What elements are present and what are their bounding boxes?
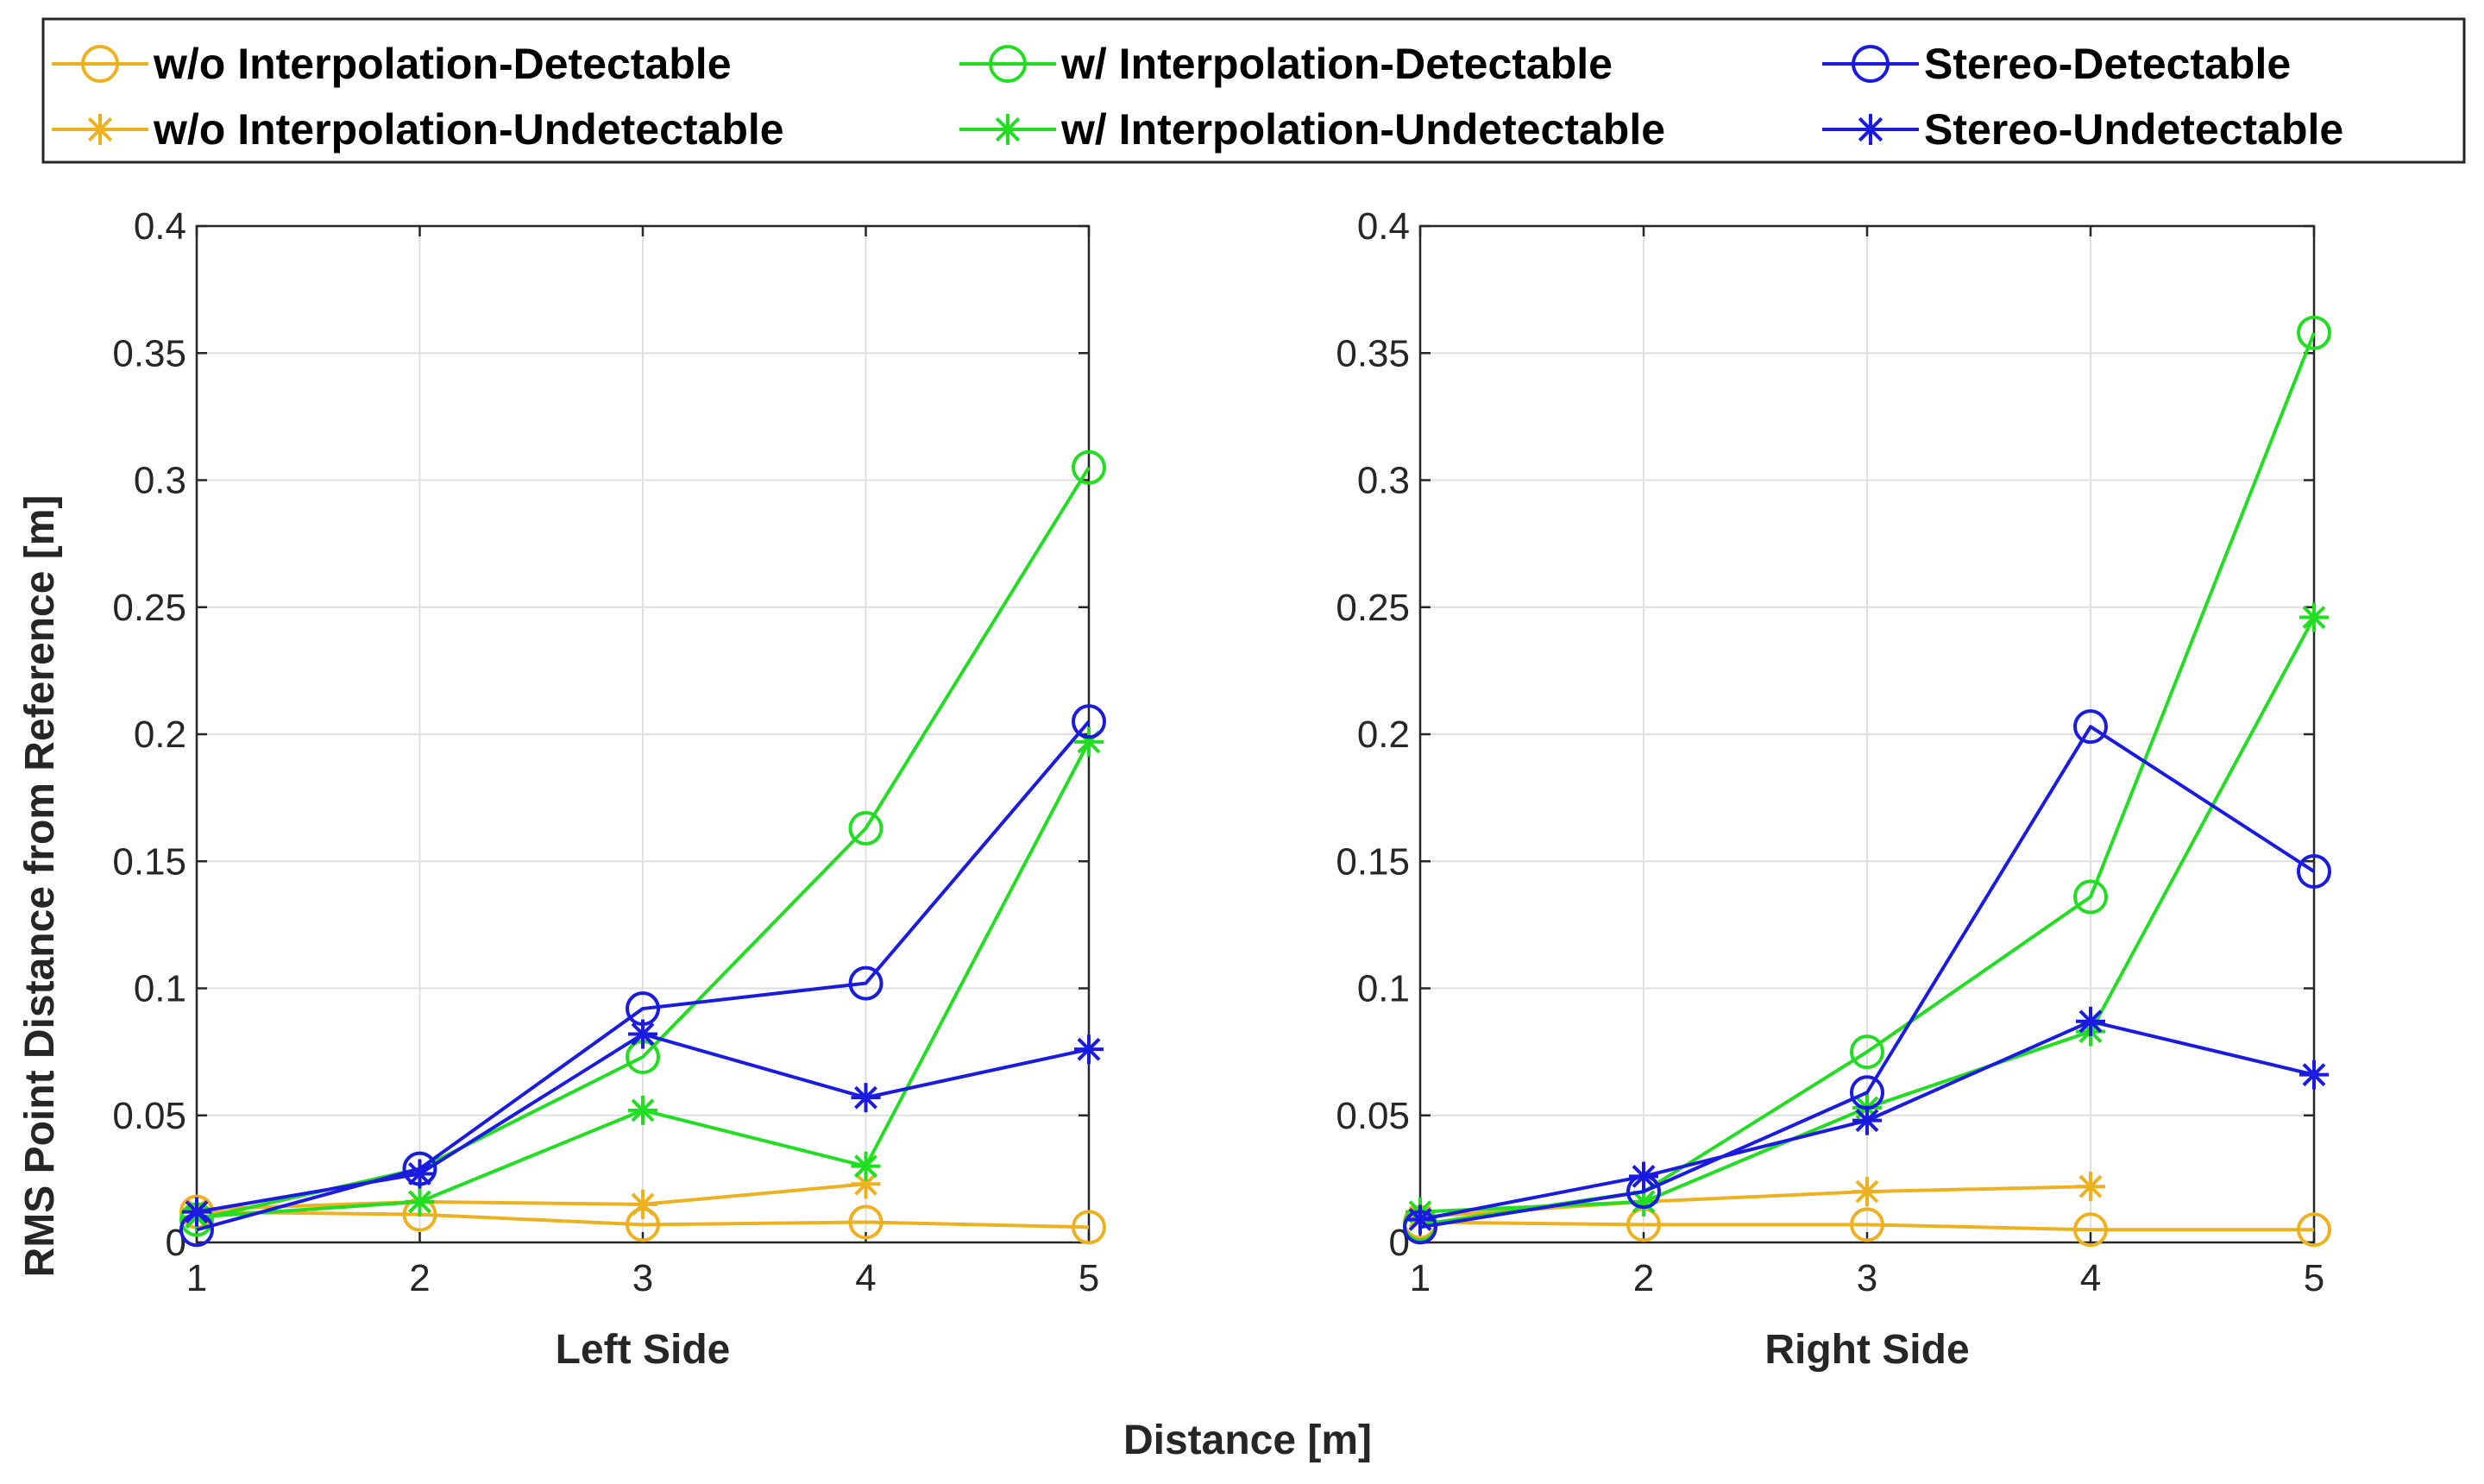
- legend-item: w/ Interpolation-Undetectable: [959, 105, 1665, 154]
- y-tick-label: 0.05: [112, 1095, 186, 1137]
- y-tick-label: 0.1: [134, 968, 186, 1010]
- data-point-circle: [2073, 709, 2108, 745]
- x-tick-label: 3: [632, 1257, 653, 1299]
- x-axis-label: Left Side: [556, 1327, 731, 1373]
- data-point-circle: [2297, 854, 2331, 890]
- x-tick-label: 4: [2080, 1257, 2101, 1299]
- legend-label: Stereo-Detectable: [1924, 40, 2291, 88]
- data-point-asterisk: [2076, 1172, 2105, 1202]
- series-line: [1419, 725, 2316, 1229]
- y-tick-label: 0.3: [1357, 460, 1410, 502]
- data-point-asterisk: [851, 1151, 881, 1181]
- legend-circle-marker: [81, 45, 119, 83]
- series-line: [1419, 1220, 2314, 1232]
- series-line: [196, 1210, 1090, 1229]
- y-axis-label: RMS Point Distance from Reference [m]: [17, 495, 63, 1278]
- legend-circle-marker: [1852, 45, 1890, 83]
- series-line: [196, 720, 1091, 1232]
- y-tick-label: 0.2: [1357, 714, 1410, 756]
- legend: w/o Interpolation-Detectable w/ Interpola…: [41, 17, 2466, 164]
- data-point-asterisk: [1406, 1204, 1435, 1235]
- series-stereo-detectable: [179, 704, 1106, 1248]
- x-tick-label: 1: [1410, 1257, 1431, 1299]
- data-point-asterisk: [628, 1095, 657, 1125]
- data-point-asterisk: [2299, 1060, 2329, 1090]
- x-tick-label: 5: [1078, 1257, 1099, 1299]
- data-point-circle: [2297, 1212, 2331, 1248]
- legend-item: Stereo-Undetectable: [1822, 105, 2343, 154]
- data-point-asterisk: [405, 1186, 435, 1217]
- data-point-asterisk: [182, 1197, 211, 1227]
- legend-circle-marker: [989, 45, 1027, 83]
- x-tick-label: 2: [1633, 1257, 1654, 1299]
- y-tick-label: 0.3: [134, 460, 186, 502]
- y-tick-label: 0.15: [112, 840, 186, 883]
- legend-box: [41, 17, 2466, 164]
- y-tick-label: 0.4: [1357, 205, 1410, 248]
- y-tick-label: 0.25: [1336, 587, 1410, 629]
- data-point-circle: [2073, 1212, 2108, 1248]
- x-tick-label: 1: [186, 1257, 207, 1299]
- data-point-circle: [1850, 1034, 1884, 1070]
- legend-item: w/o Interpolation-Detectable: [52, 40, 732, 88]
- data-point-circle: [1850, 1207, 1884, 1242]
- data-point-asterisk: [405, 1159, 435, 1189]
- x-tick-label: 3: [1857, 1257, 1877, 1299]
- y-tick-label: 0.35: [112, 332, 186, 374]
- data-point-circle: [848, 1204, 884, 1240]
- legend-item: Stereo-Detectable: [1822, 40, 2291, 88]
- data-point-asterisk: [628, 1019, 657, 1049]
- y-tick-label: 0.15: [1336, 840, 1410, 883]
- x-axis-shared-label: Distance [m]: [1123, 1418, 1372, 1463]
- data-point-asterisk: [1852, 1105, 1882, 1135]
- data-point-asterisk: [1852, 1177, 1882, 1207]
- data-point-asterisk: [2076, 1006, 2105, 1036]
- x-tick-label: 2: [409, 1257, 430, 1299]
- legend-asterisk-marker: [992, 114, 1023, 145]
- legend-label: w/o Interpolation-Undetectable: [153, 105, 784, 154]
- series-stereo-undetectable: [182, 1019, 1104, 1227]
- data-point-circle: [1072, 450, 1106, 485]
- data-point-circle: [848, 965, 884, 1001]
- data-point-asterisk: [1074, 1034, 1104, 1065]
- legend-label: Stereo-Undetectable: [1924, 105, 2343, 154]
- x-tick-label: 4: [855, 1257, 876, 1299]
- series-line: [196, 1182, 866, 1211]
- data-point-circle: [1072, 704, 1106, 739]
- data-point-asterisk: [851, 1083, 881, 1113]
- y-tick-label: 0.35: [1336, 332, 1410, 374]
- legend-label: w/ Interpolation-Undetectable: [1060, 105, 1665, 154]
- legend-label: w/ Interpolation-Detectable: [1060, 40, 1613, 88]
- data-point-circle: [2073, 879, 2108, 915]
- data-point-circle: [2297, 315, 2331, 350]
- y-tick-label: 0.25: [112, 587, 186, 629]
- legend-asterisk-marker: [85, 114, 116, 145]
- y-tick-label: 0.1: [1357, 968, 1410, 1010]
- x-axis-label: Right Side: [1764, 1327, 1969, 1373]
- y-tick-label: 0.2: [134, 714, 186, 756]
- legend-asterisk-marker: [1855, 114, 1886, 145]
- x-tick-label: 5: [2304, 1257, 2324, 1299]
- y-tick-label: 0.05: [1336, 1095, 1410, 1137]
- legend-item: w/o Interpolation-Undetectable: [52, 105, 784, 154]
- legend-label: w/o Interpolation-Detectable: [153, 40, 732, 88]
- data-point-asterisk: [1629, 1161, 1658, 1192]
- data-point-circle: [848, 810, 884, 846]
- data-point-circle: [1072, 1210, 1106, 1245]
- axes-right-side: 1 2 3 4 500.050.10.150.20.250.30.350.4Right …: [1336, 205, 2331, 1373]
- y-tick-label: 0.4: [134, 205, 186, 248]
- legend-item: w/ Interpolation-Detectable: [959, 40, 1613, 88]
- data-point-asterisk: [628, 1189, 657, 1219]
- series-stereo-undetectable: [1406, 1006, 2329, 1235]
- data-point-asterisk: [2299, 602, 2329, 632]
